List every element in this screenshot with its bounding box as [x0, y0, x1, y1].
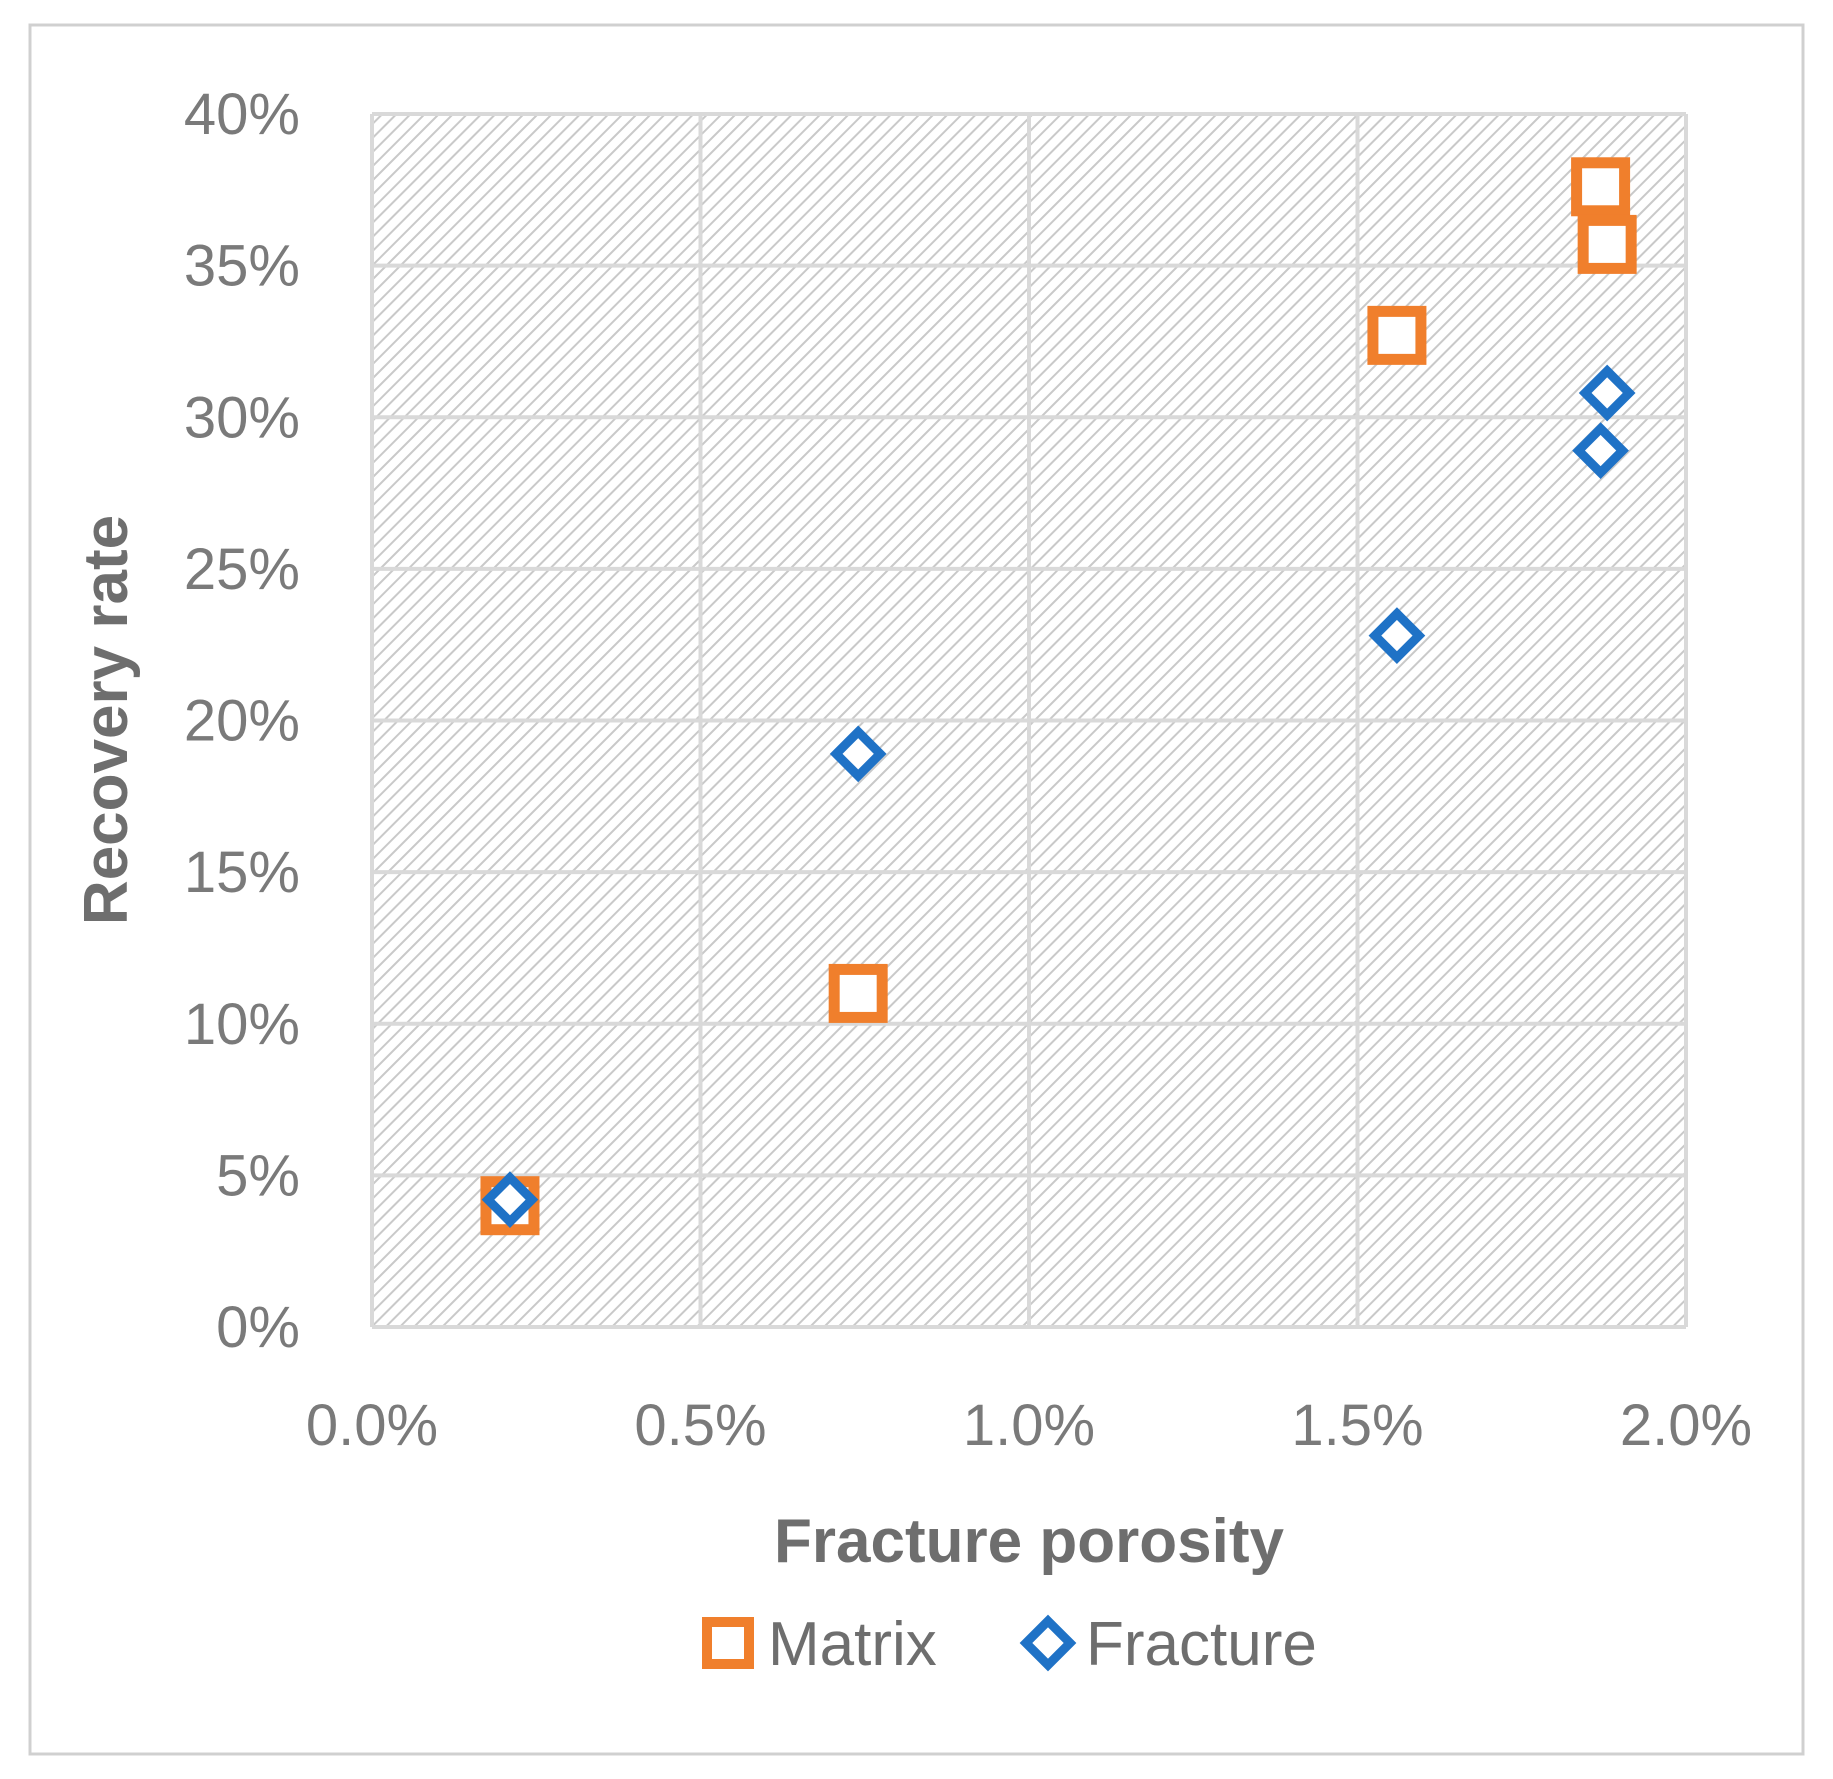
- y-tick-label: 20%: [184, 689, 300, 754]
- y-tick-label: 15%: [184, 840, 300, 905]
- legend-label-matrix: Matrix: [768, 1610, 937, 1679]
- data-points: [480, 157, 1637, 1236]
- y-tick-label: 35%: [184, 234, 300, 299]
- x-tick-labels: 0.0% 0.5% 1.0% 1.5% 2.0%: [306, 1393, 1752, 1458]
- fracture-point: [1368, 607, 1426, 664]
- x-tick-label: 0.0%: [306, 1393, 438, 1458]
- matrix-point: [1577, 214, 1637, 274]
- y-tick-label: 30%: [184, 385, 300, 450]
- matrix-point: [828, 963, 888, 1023]
- legend-diamond-marker: [1019, 1614, 1077, 1672]
- legend-item-matrix: Matrix: [702, 1610, 937, 1679]
- x-tick-label: 2.0%: [1620, 1393, 1752, 1458]
- y-tick-label: 25%: [184, 537, 300, 602]
- legend-label-fracture: Fracture: [1086, 1610, 1317, 1679]
- y-axis-title: Recovery rate: [72, 515, 141, 925]
- fracture-point: [481, 1171, 539, 1228]
- fracture-point: [1572, 422, 1629, 479]
- y-tick-label: 0%: [216, 1295, 300, 1360]
- legend-square-marker: [702, 1617, 754, 1669]
- x-axis-title: Fracture porosity: [774, 1507, 1284, 1576]
- y-tick-label: 5%: [216, 1143, 300, 1208]
- x-tick-label: 1.0%: [963, 1393, 1095, 1458]
- y-tick-label: 40%: [184, 82, 300, 147]
- y-tick-label: 10%: [184, 992, 300, 1057]
- legend: Matrix Fracture: [702, 1610, 1317, 1679]
- matrix-point: [1571, 157, 1631, 217]
- legend-item-fracture: Fracture: [1019, 1610, 1317, 1679]
- gridlines: [370, 112, 1688, 1329]
- fracture-point: [829, 725, 887, 783]
- matrix-point: [1367, 305, 1427, 365]
- x-tick-label: 0.5%: [634, 1393, 766, 1458]
- y-tick-labels: 0% 5% 10% 15% 20% 25% 30% 35% 40%: [184, 82, 300, 1360]
- fracture-point: [1578, 364, 1636, 422]
- x-tick-label: 1.5%: [1291, 1393, 1423, 1458]
